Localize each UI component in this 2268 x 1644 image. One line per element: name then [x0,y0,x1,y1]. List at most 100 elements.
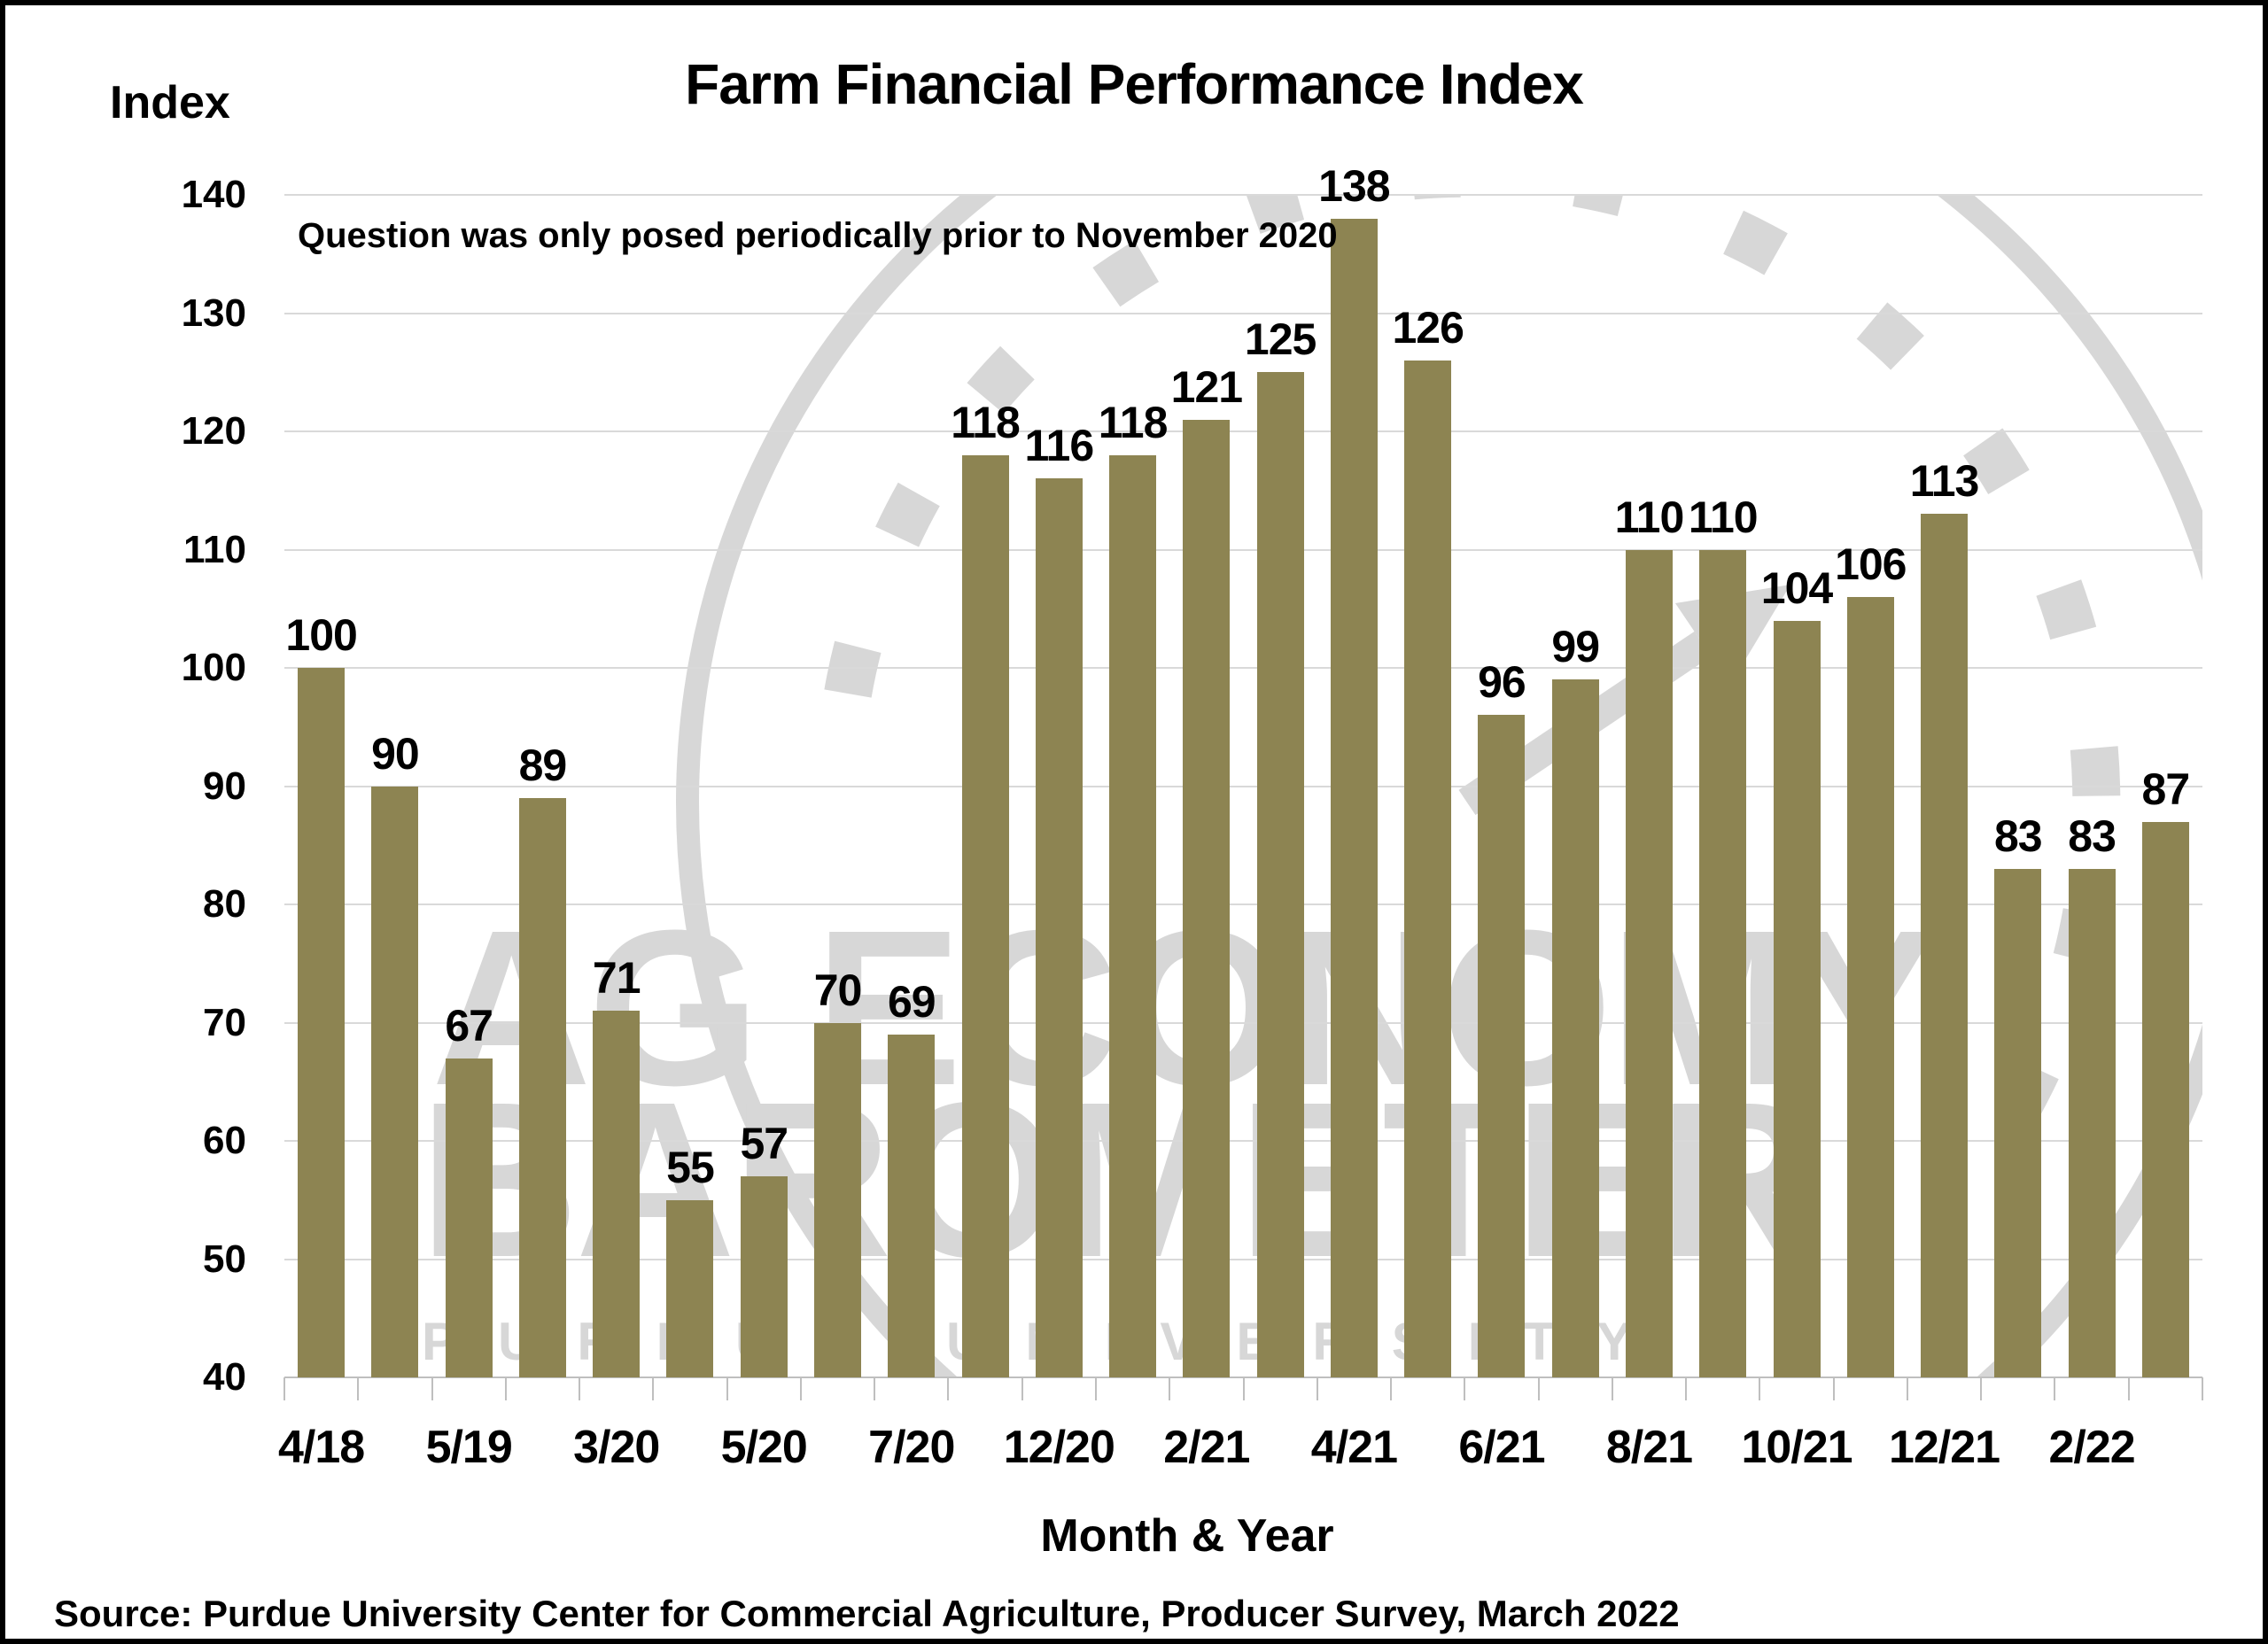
x-tick-label-12-21: 12/21 [1888,1422,2000,1473]
bar-7 [814,1022,862,1377]
bar-17 [1551,679,1599,1377]
gauge-tick-ring-icon [824,195,2121,1129]
x-tick-mark-23 [1980,1377,1983,1400]
bar-value-label-19: 110 [1688,492,1759,542]
x-tick-mark-22 [1906,1377,1908,1400]
bar-value-label-24: 83 [2068,810,2117,861]
bar-value-label-8: 69 [887,976,936,1027]
bar-4 [593,1011,641,1377]
x-tick-mark-9 [947,1377,950,1400]
bar-value-label-2: 67 [445,1000,493,1051]
bar-value-label-10: 116 [1024,421,1094,471]
bar-value-label-23: 83 [1994,810,2043,861]
x-tick-mark-15 [1390,1377,1393,1400]
bar-6 [740,1176,788,1377]
bar-value-label-5: 55 [666,1142,715,1192]
y-tick-label-50: 50 [203,1237,246,1281]
bar-18 [1625,549,1673,1377]
x-tick-mark-26 [2202,1377,2203,1400]
x-tick-label-3-20: 3/20 [573,1422,660,1473]
bar-value-label-7: 70 [813,965,863,1015]
x-tick-mark-2 [431,1377,433,1400]
x-tick-mark-6 [726,1377,728,1400]
bar-19 [1699,549,1747,1377]
x-tick-label-7-20: 7/20 [868,1422,955,1473]
x-tick-label-5-20: 5/20 [720,1422,808,1473]
x-tick-mark-24 [2054,1377,2056,1400]
bar-value-label-4: 71 [592,953,641,1004]
bar-22 [1921,514,1969,1377]
x-tick-mark-17 [1537,1377,1540,1400]
bar-value-label-17: 99 [1551,622,1600,672]
bar-9 [961,454,1009,1377]
x-tick-mark-0 [284,1377,285,1400]
gridline-120 [284,430,2202,432]
x-tick-mark-7 [799,1377,802,1400]
bar-1 [371,786,419,1377]
x-tick-mark-4 [579,1377,581,1400]
gridline-130 [284,312,2202,314]
y-tick-label-40: 40 [203,1355,246,1399]
bar-value-label-1: 90 [371,728,420,779]
y-tick-label-80: 80 [203,882,246,926]
x-tick-mark-13 [1242,1377,1245,1400]
x-tick-mark-5 [652,1377,655,1400]
x-tick-mark-14 [1316,1377,1318,1400]
bar-15 [1404,360,1452,1377]
annotation-note: Question was only posed periodically pri… [298,216,1338,255]
bar-16 [1478,715,1526,1377]
x-tick-mark-10 [1021,1377,1023,1400]
gridline-50 [284,1258,2202,1260]
bar-25 [2141,821,2189,1377]
y-tick-label-70: 70 [203,1000,246,1044]
y-tick-label-120: 120 [181,409,246,453]
gauge-outer-ring-icon [676,195,2202,1377]
x-tick-mark-21 [1832,1377,1835,1400]
bar-11 [1109,454,1157,1377]
gridline-110 [284,548,2202,551]
x-axis-title: Month & Year [1040,1510,1334,1562]
source-caption: Source: Purdue University Center for Com… [54,1593,1680,1634]
bar-10 [1035,478,1083,1377]
x-tick-label-6-21: 6/21 [1458,1422,1545,1473]
y-tick-label-60: 60 [203,1119,246,1162]
x-tick-mark-8 [874,1377,876,1400]
y-tick-label-130: 130 [181,291,246,335]
y-tick-label-100: 100 [181,646,246,689]
bar-value-label-0: 100 [285,610,357,660]
bar-12 [1183,419,1231,1377]
gridline-90 [284,785,2202,787]
x-tick-mark-12 [1169,1377,1171,1400]
bar-value-label-3: 89 [518,740,568,790]
bar-value-label-14: 138 [1318,160,1390,211]
bar-20 [1773,620,1821,1377]
x-tick-label-4-21: 4/21 [1310,1422,1398,1473]
x-tick-label-8-21: 8/21 [1605,1422,1693,1473]
x-tick-label-4-18: 4/18 [278,1422,365,1473]
bar-21 [1846,596,1894,1377]
bar-2 [445,1058,493,1377]
bar-value-label-18: 110 [1614,492,1685,542]
x-tick-mark-16 [1464,1377,1466,1400]
gridline-70 [284,1021,2202,1024]
x-tick-label-12-20: 12/20 [1003,1422,1115,1473]
x-tick-label-10-21: 10/21 [1741,1422,1852,1473]
bar-value-label-11: 118 [1098,397,1169,447]
bar-13 [1256,372,1304,1377]
y-axis-unit-label: Index [110,77,230,128]
x-tick-mark-1 [357,1377,360,1400]
x-tick-mark-19 [1685,1377,1688,1400]
x-tick-mark-18 [1611,1377,1613,1400]
x-tick-mark-3 [504,1377,507,1400]
x-tick-mark-20 [1759,1377,1761,1400]
y-tick-label-140: 140 [181,173,246,216]
gridline-60 [284,1140,2202,1142]
bar-value-label-16: 96 [1478,657,1526,708]
gridline-80 [284,903,2202,905]
gridline-140 [284,194,2202,196]
bar-value-label-20: 104 [1760,562,1833,613]
bar-8 [888,1034,936,1377]
bar-0 [298,668,346,1377]
bar-value-label-25: 87 [2141,764,2191,814]
